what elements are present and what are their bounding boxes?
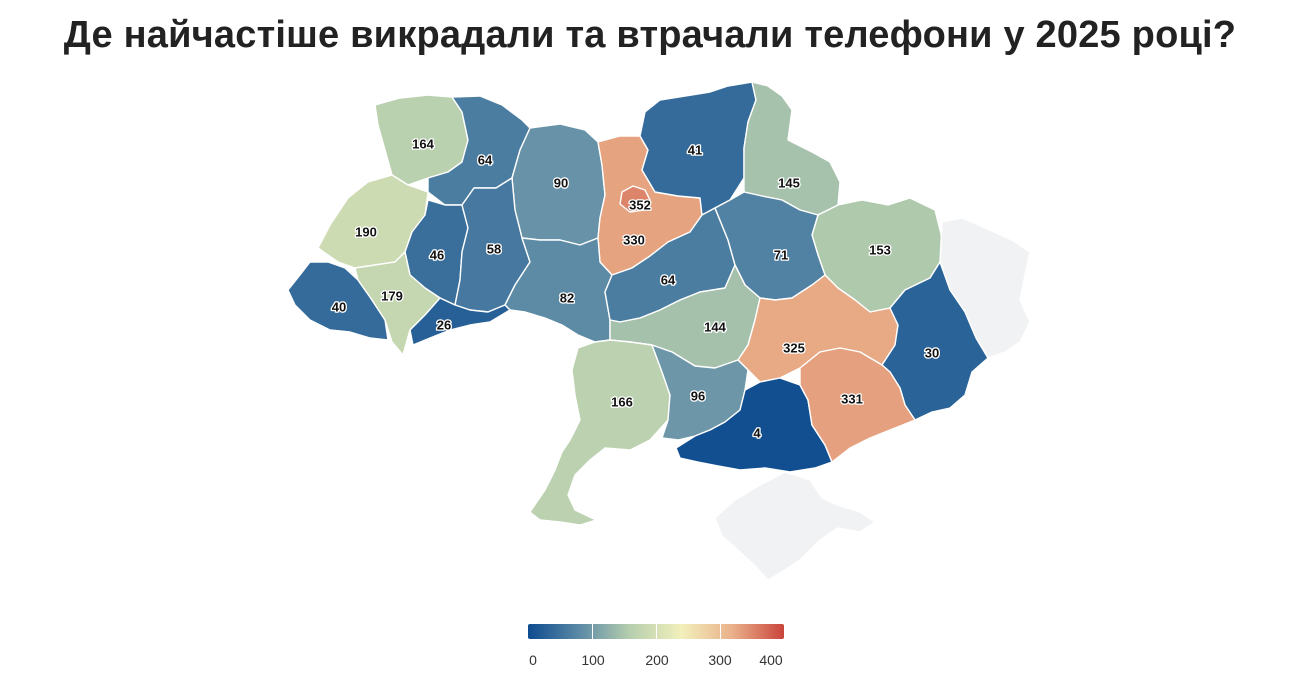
- legend-tick-label: 200: [645, 652, 669, 668]
- label-odesa: 166: [611, 395, 633, 410]
- label-vinnytsia: 82: [560, 291, 574, 306]
- legend-divider: [720, 624, 721, 639]
- label-chernivtsi: 26: [437, 318, 451, 333]
- label-chernihiv: 41: [688, 143, 702, 158]
- region-crimea[interactable]: [714, 471, 876, 581]
- region-kyiv-city[interactable]: [619, 185, 651, 213]
- label-sumy: 145: [778, 176, 800, 191]
- chart-title: Де найчастіше викрадали та втрачали теле…: [63, 14, 1237, 56]
- label-poltava: 71: [774, 248, 788, 263]
- label-zakarpattia: 40: [332, 300, 346, 315]
- label-lviv: 190: [355, 225, 377, 240]
- label-dnipropetrovsk: 325: [783, 341, 805, 356]
- label-kirovohrad: 144: [704, 320, 726, 335]
- legend-tick-label: 400: [759, 652, 783, 668]
- label-donetsk: 30: [925, 346, 939, 361]
- color-scale-legend: [528, 624, 784, 640]
- legend-tick-label: 100: [581, 652, 605, 668]
- label-zhytomyr: 90: [554, 176, 568, 191]
- label-kyiv-oblast: 330: [623, 233, 645, 248]
- label-rivne: 64: [478, 153, 493, 168]
- label-zaporizhzhia: 331: [841, 392, 863, 407]
- label-ternopil: 46: [430, 248, 444, 263]
- region-zaporizhzhia[interactable]: [799, 347, 916, 463]
- legend-divider: [656, 624, 657, 639]
- legend-tick-label: 300: [708, 652, 732, 668]
- label-ivano-frankivsk: 179: [381, 289, 403, 304]
- label-volyn: 164: [412, 137, 434, 152]
- label-cherkasy: 64: [661, 273, 676, 288]
- label-khmelnytskyi: 58: [487, 242, 501, 257]
- label-kyiv-city: 352: [629, 198, 651, 213]
- legend-divider: [592, 624, 593, 639]
- region-odesa[interactable]: [529, 339, 671, 526]
- region-chernivtsi[interactable]: [409, 297, 511, 346]
- legend-tick-label: 0: [529, 652, 537, 668]
- label-kherson: 4: [753, 426, 761, 441]
- label-kharkiv: 153: [869, 243, 891, 258]
- label-mykolaiv: 96: [691, 389, 705, 404]
